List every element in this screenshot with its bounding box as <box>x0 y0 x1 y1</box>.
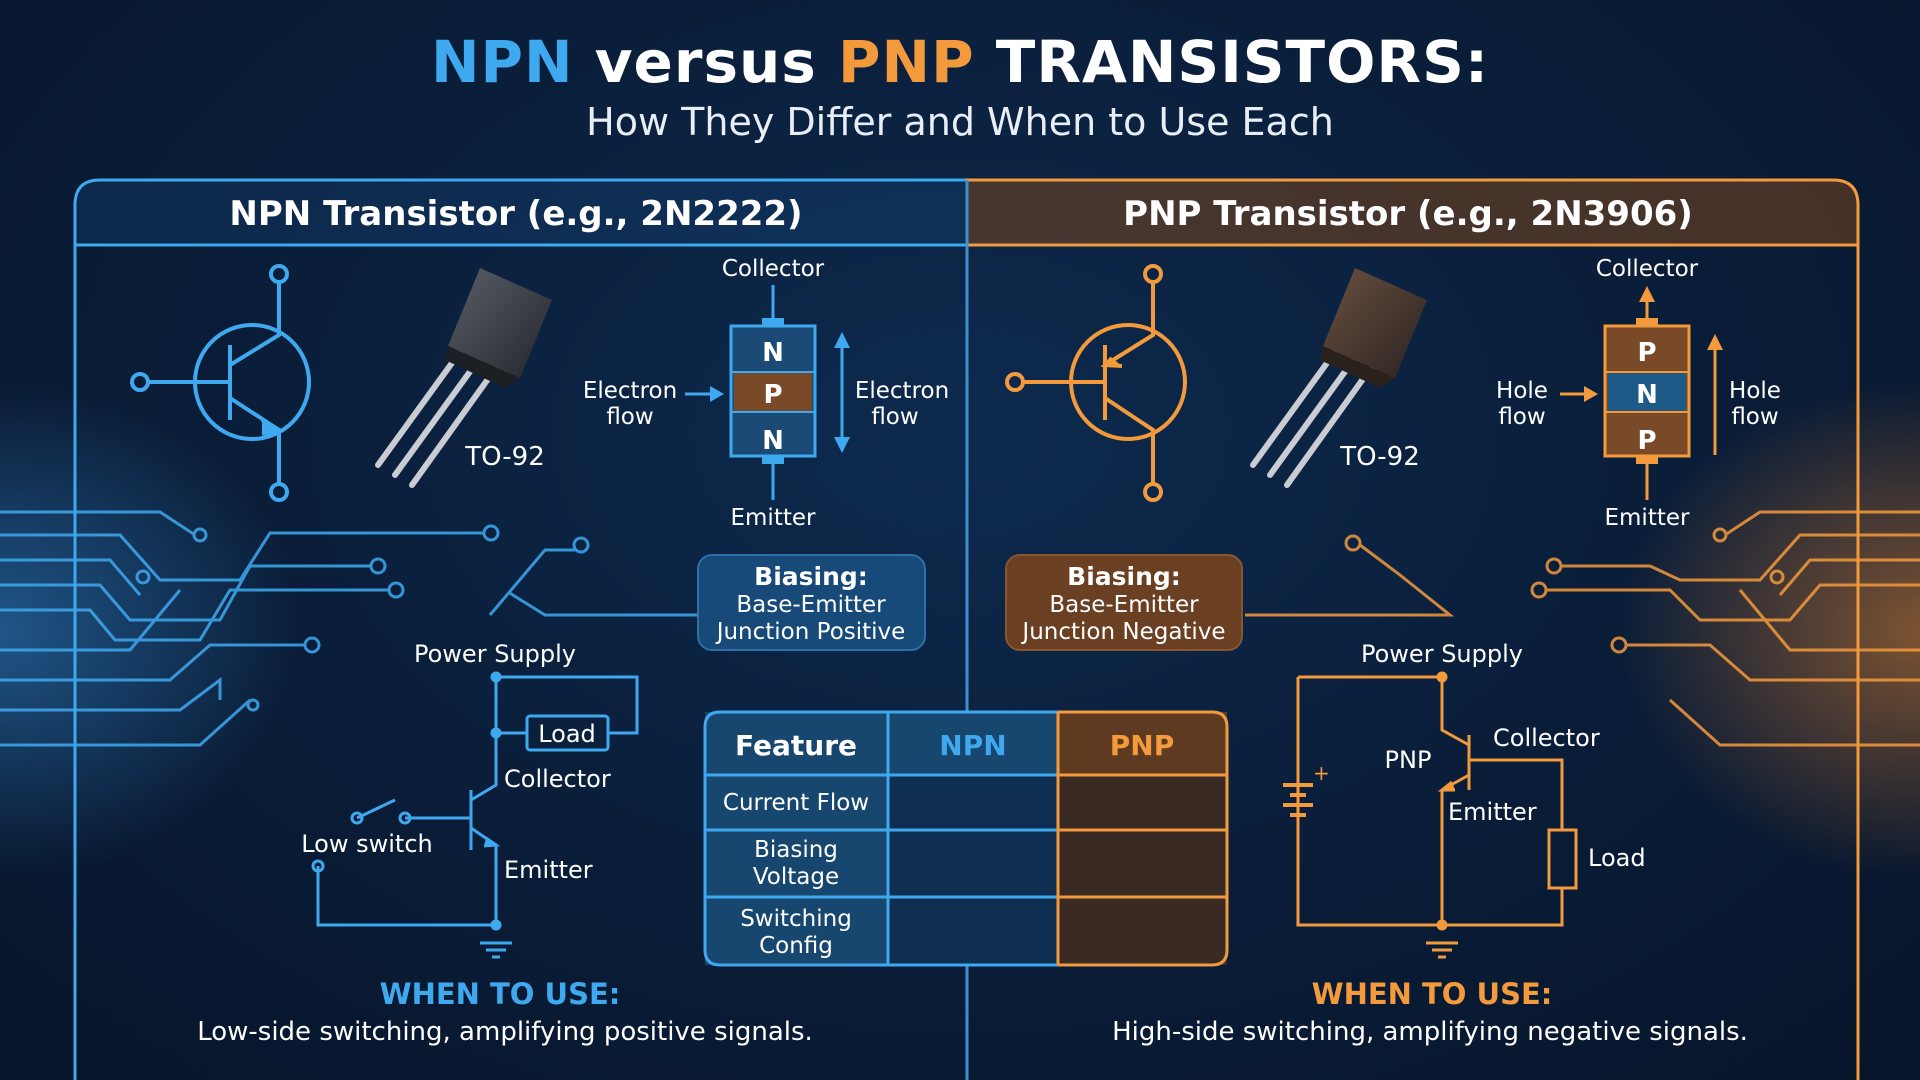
pnp-circuit-emitter-label: Emitter <box>1448 798 1537 826</box>
pnp-flow-left-2: flow <box>1498 404 1545 430</box>
npn-load-label: Load <box>538 720 596 748</box>
npn-package-label: TO-92 <box>464 442 545 472</box>
circuit-traces-right <box>1245 510 1920 747</box>
pnp-biasing-box <box>1005 554 1243 651</box>
pnp-power-supply-label: Power Supply <box>1361 640 1523 668</box>
npn-layer-2: P <box>763 380 782 410</box>
npn-power-supply-label: Power Supply <box>414 640 576 668</box>
battery-plus-label: + <box>1313 761 1330 785</box>
pnp-symbol-icon <box>1005 264 1187 502</box>
npn-when-to-use-text: Low-side switching, amplifying positive … <box>197 1017 813 1047</box>
table-header-npn: NPN <box>939 729 1006 762</box>
table-header-pnp: PNP <box>1110 729 1174 762</box>
pnp-header: PNP Transistor (e.g., 2N3906) <box>1123 194 1693 234</box>
pnp-layer-2: N <box>1636 380 1658 410</box>
npn-circuit-emitter-label: Emitter <box>504 856 593 884</box>
npn-collector-label: Collector <box>722 256 825 282</box>
pnp-panel <box>965 178 1860 1080</box>
pnp-when-to-use-title: WHEN TO USE: <box>1312 977 1553 1011</box>
npn-biasing-line2: Junction Positive <box>715 619 906 645</box>
pnp-flow-right-2: flow <box>1731 404 1778 430</box>
npn-biasing-line1: Base-Emitter <box>736 592 886 618</box>
npn-header: NPN Transistor (e.g., 2N2222) <box>229 194 802 234</box>
npn-symbol-icon <box>130 264 311 502</box>
comparison-table <box>703 710 1229 967</box>
npn-low-switch-label: Low switch <box>301 830 433 858</box>
pnp-package-label: TO-92 <box>1339 442 1420 472</box>
npn-layer-1: N <box>762 338 784 368</box>
pnp-flow-left-1: Hole <box>1496 378 1548 404</box>
circuit-traces-left <box>0 510 698 747</box>
npn-emitter-label: Emitter <box>731 505 817 531</box>
npn-low-side-circuit <box>311 671 639 959</box>
table-row-switching-1: Switching <box>740 906 852 932</box>
npn-biasing-box <box>697 554 926 651</box>
pnp-biasing-line1: Base-Emitter <box>1049 592 1199 618</box>
npn-layer-3: N <box>762 426 784 456</box>
npn-flow-right-1: Electron <box>855 378 949 404</box>
pnp-high-side-circuit <box>1283 671 1578 959</box>
pnp-layer-3: P <box>1637 426 1656 456</box>
table-row-biasing-2: Voltage <box>753 864 839 890</box>
table-header-feature: Feature <box>735 729 857 762</box>
pnp-flow-right-1: Hole <box>1729 378 1781 404</box>
left-glow <box>0 380 300 880</box>
npn-to92-package-icon <box>375 268 552 488</box>
npn-layer-stack <box>685 285 850 500</box>
pnp-biasing-title: Biasing: <box>1067 562 1181 591</box>
npn-flow-right-2: flow <box>871 404 918 430</box>
pnp-circuit-type-label: PNP <box>1385 746 1432 774</box>
pnp-biasing-line2: Junction Negative <box>1020 619 1225 645</box>
pnp-when-to-use-text: High-side switching, amplifying negative… <box>1112 1017 1748 1047</box>
npn-when-to-use-title: WHEN TO USE: <box>380 977 621 1011</box>
right-glow <box>1620 380 1920 880</box>
npn-flow-left-1: Electron <box>583 378 677 404</box>
table-row-switching-2: Config <box>759 933 833 959</box>
npn-circuit-collector-label: Collector <box>504 765 611 793</box>
pnp-layer-stack <box>1560 286 1723 500</box>
npn-panel <box>73 178 969 1080</box>
page-subtitle: How They Differ and When to Use Each <box>586 100 1334 144</box>
page-title: NPN versus PNP TRANSISTORS: <box>430 28 1490 96</box>
pnp-circuit-load-label: Load <box>1588 844 1646 872</box>
npn-flow-left-2: flow <box>606 404 653 430</box>
pnp-layer-1: P <box>1637 338 1656 368</box>
pnp-collector-label: Collector <box>1596 256 1699 282</box>
pnp-emitter-label: Emitter <box>1605 505 1691 531</box>
table-row-biasing-1: Biasing <box>754 837 838 863</box>
table-row-current-flow: Current Flow <box>723 790 869 816</box>
npn-biasing-title: Biasing: <box>754 562 868 591</box>
pnp-to92-package-icon <box>1250 268 1427 488</box>
pnp-circuit-collector-label: Collector <box>1493 724 1600 752</box>
